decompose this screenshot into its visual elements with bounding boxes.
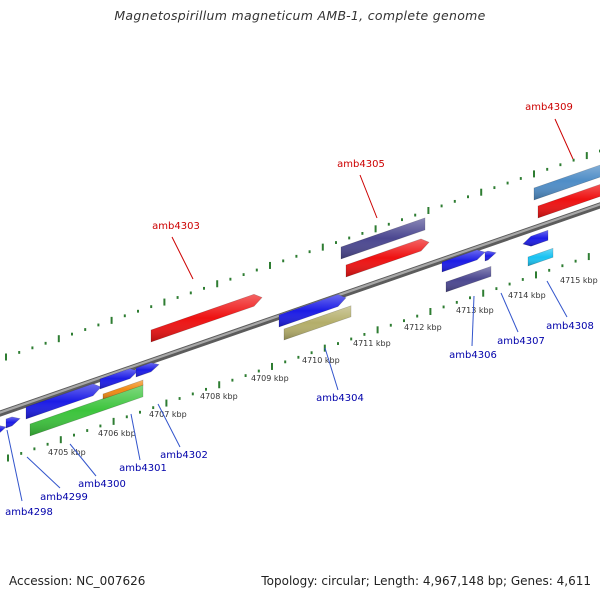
leader-amb4303 [171, 236, 194, 280]
leader-amb4308 [546, 280, 568, 318]
gene-label-amb4309: amb4309 [525, 102, 573, 113]
leader-amb4298 [6, 429, 23, 502]
gene-arrow-amb4299-shade [6, 416, 20, 428]
gene-arrow-amb4302-shade [136, 362, 159, 377]
tick-label: 4715 kbp [560, 276, 598, 285]
gene-arrow-amb4309-shade [538, 184, 600, 218]
gene-label-amb4303: amb4303 [152, 221, 200, 232]
gene-arrow-amb4308-shade [528, 248, 553, 266]
tick-label: 4711 kbp [353, 339, 391, 348]
tick-label: 4710 kbp [302, 356, 340, 365]
leader-amb4309 [554, 118, 574, 160]
gene-label-leaders [6, 118, 574, 502]
tick-label: 4709 kbp [251, 374, 289, 383]
gene-label-amb4308: amb4308 [546, 321, 594, 332]
leader-amb4300 [69, 443, 97, 477]
gene-arrow-amb4304-shade [284, 305, 351, 340]
leader-amb4301 [130, 413, 141, 461]
leader-amb4307 [500, 292, 519, 333]
gene-label-amb4305: amb4305 [337, 159, 385, 170]
gene-arrow-amb4306-shade [442, 249, 485, 272]
tick-label: 4714 kbp [508, 291, 546, 300]
gene-label-amb4306: amb4306 [449, 350, 497, 361]
tick-label: 4706 kbp [98, 429, 136, 438]
gene-arrow-amb4305-shade [346, 239, 429, 277]
tick-label: 4713 kbp [456, 306, 494, 315]
genome-title: Magnetospirillum magneticum AMB-1, compl… [114, 8, 486, 23]
gene-arrow-amb4307-shade [485, 251, 496, 261]
gene-arrow-amb4300-shade [26, 383, 101, 419]
leader-amb4305 [359, 174, 378, 219]
tick-label: 4707 kbp [149, 410, 187, 419]
gene-label-amb4298: amb4298 [5, 507, 53, 518]
gene-arrow-amb4304-shade [279, 294, 346, 327]
genome-summary: Topology: circular; Length: 4,967,148 bp… [261, 574, 591, 588]
gene-arrow-amb4301-shade [100, 368, 138, 389]
gene-label-amb4299: amb4299 [40, 492, 88, 503]
gene-arrow-amb4306-shade [446, 266, 491, 292]
gene-arrow-amb4308-shade [523, 230, 548, 247]
gene-label-amb4302: amb4302 [160, 450, 208, 461]
tick-label: 4712 kbp [404, 323, 442, 332]
gene-features [0, 164, 600, 437]
gene-arrow-amb4305-shade [341, 217, 425, 259]
gene-arrow-amb4309-shade [534, 165, 600, 200]
gene-label-amb4307: amb4307 [497, 336, 545, 347]
gene-label-amb4301: amb4301 [119, 463, 167, 474]
tick-labels: 4705 kbp 4706 kbp 4707 kbp 4708 kbp 4709 kbp… [48, 276, 598, 457]
upper-ruler [5, 149, 600, 361]
tick-label: 4705 kbp [48, 448, 86, 457]
gene-arrow-amb4303-shade [151, 294, 262, 342]
gene-arrow-amb4298-shade [0, 425, 6, 433]
leader-amb4306 [471, 295, 475, 347]
leader-amb4302 [157, 403, 181, 448]
lower-ruler [7, 253, 590, 462]
leader-amb4304 [324, 347, 339, 391]
gene-arrow-amb4300-shade [30, 384, 143, 436]
gene-label-amb4300: amb4300 [78, 479, 126, 490]
tick-label: 4708 kbp [200, 392, 238, 401]
accession-label: Accession: NC_007626 [9, 574, 146, 588]
gene-arrow-amb4301-shade [103, 380, 143, 399]
gene-label-amb4304: amb4304 [316, 393, 364, 404]
gene-labels: amb4298 amb4299 amb4300 amb4301 amb4302 amb43… [5, 102, 594, 518]
leader-amb4299 [26, 456, 61, 489]
